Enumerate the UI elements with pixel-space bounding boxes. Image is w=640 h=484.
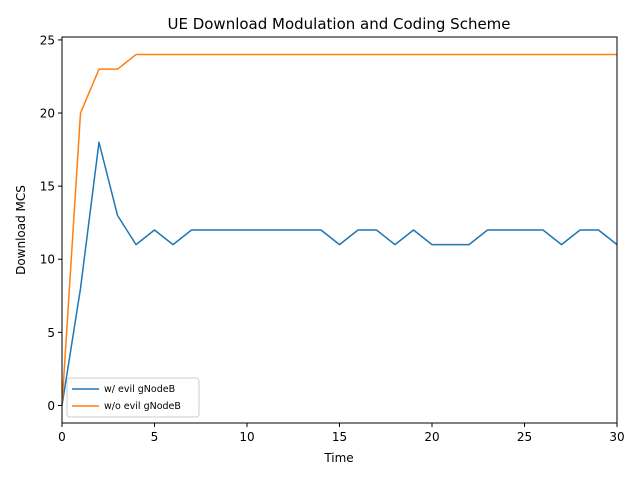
y-tick-label: 5 <box>47 326 55 340</box>
y-tick-label: 20 <box>40 107 55 121</box>
series-line-1 <box>61 141 618 406</box>
y-tick-label: 0 <box>47 399 55 413</box>
legend-box <box>66 377 200 418</box>
x-tick-label: 0 <box>58 430 66 444</box>
x-axis-label: Time <box>323 451 353 465</box>
plot-frame <box>61 36 618 424</box>
x-tick-label: 5 <box>151 430 159 444</box>
chart-title: UE Download Modulation and Coding Scheme <box>167 15 510 33</box>
series-line-2 <box>61 53 617 406</box>
legend: w/ evil gNodeB w/o evil gNodeB <box>66 377 200 418</box>
x-axis-ticks: 0 5 10 15 20 25 30 <box>58 423 625 444</box>
legend-label-series-2: w/o evil gNodeB <box>104 401 181 412</box>
x-tick-label: 30 <box>609 430 624 444</box>
x-tick-label: 10 <box>239 430 254 444</box>
x-tick-label: 25 <box>517 430 532 444</box>
x-tick-label: 20 <box>424 430 439 444</box>
y-axis-ticks: 0 5 10 15 20 25 <box>40 33 62 413</box>
y-tick-label: 10 <box>40 253 55 267</box>
y-tick-label: 25 <box>40 33 55 47</box>
x-tick-label: 15 <box>332 430 347 444</box>
legend-label-series-1: w/ evil gNodeB <box>104 384 175 395</box>
y-tick-label: 15 <box>40 180 55 194</box>
y-axis-label: Download MCS <box>14 185 28 275</box>
series-layer <box>61 53 618 406</box>
